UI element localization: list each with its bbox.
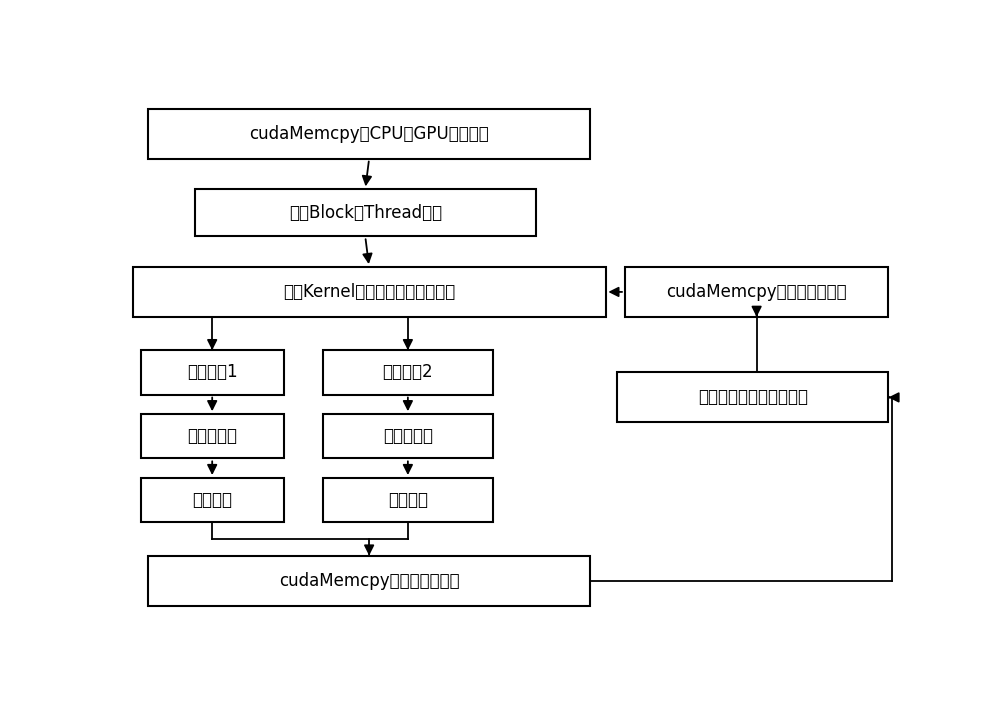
- Bar: [323, 478, 493, 522]
- Bar: [323, 350, 493, 394]
- Text: cudaMemcpy：波场数据导入: cudaMemcpy：波场数据导入: [666, 283, 847, 301]
- Text: 数据并行: 数据并行: [192, 491, 232, 509]
- Text: 数据一维化: 数据一维化: [383, 428, 433, 446]
- Bar: [140, 414, 284, 459]
- Bar: [140, 478, 284, 522]
- Text: 波场记录、地震记录输出: 波场记录、地震记录输出: [698, 389, 808, 407]
- Text: 计算顺序1: 计算顺序1: [187, 363, 238, 381]
- Bar: [617, 373, 888, 423]
- Text: 计算顺序2: 计算顺序2: [383, 363, 433, 381]
- Text: 选择Block和Thread分配: 选择Block和Thread分配: [289, 204, 442, 222]
- Bar: [625, 267, 888, 317]
- Text: cudaMemcpy：波场数据导出: cudaMemcpy：波场数据导出: [279, 572, 459, 590]
- Text: 数据一维化: 数据一维化: [187, 428, 237, 446]
- Text: cudaMemcpy：CPU向GPU拷贝内存: cudaMemcpy：CPU向GPU拷贝内存: [249, 125, 489, 143]
- Bar: [195, 189, 536, 236]
- Bar: [148, 556, 590, 606]
- Bar: [133, 267, 606, 317]
- Bar: [140, 350, 284, 394]
- Bar: [148, 109, 590, 159]
- Text: 数据并行: 数据并行: [388, 491, 428, 509]
- Bar: [323, 414, 493, 459]
- Text: 进入Kernel分配并行数据计算顺序: 进入Kernel分配并行数据计算顺序: [283, 283, 455, 301]
